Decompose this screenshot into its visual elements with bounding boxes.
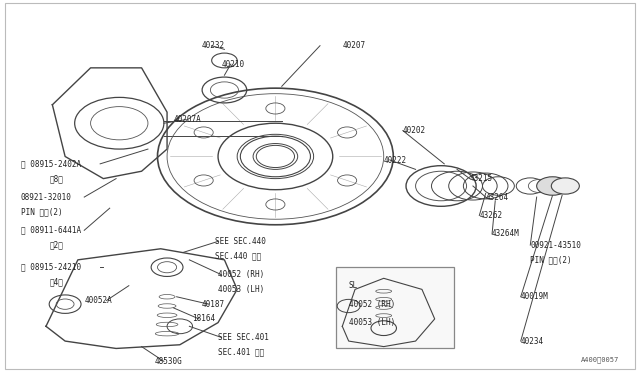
Text: 43264M: 43264M (492, 230, 520, 238)
Text: 40187: 40187 (202, 300, 225, 309)
Text: 43215: 43215 (470, 174, 493, 183)
Text: 40052 (RH): 40052 (RH) (349, 300, 395, 309)
Text: 40234: 40234 (521, 337, 544, 346)
Text: PIN ピン(2): PIN ピン(2) (531, 255, 572, 264)
Text: 40052 (RH): 40052 (RH) (218, 270, 264, 279)
Text: SEE SEC.401: SEE SEC.401 (218, 333, 269, 342)
Text: SEE SEC.440: SEE SEC.440 (215, 237, 266, 246)
Text: Ⓥ 08915-24210: Ⓥ 08915-24210 (20, 263, 81, 272)
Text: 18164: 18164 (193, 314, 216, 323)
Text: 40019M: 40019M (521, 292, 548, 301)
Circle shape (537, 177, 568, 195)
Text: （8）: （8） (49, 174, 63, 183)
Text: 00921-43510: 00921-43510 (531, 241, 581, 250)
Text: 43262: 43262 (479, 211, 502, 220)
Text: ⎘ 08911-6441A: ⎘ 08911-6441A (20, 226, 81, 235)
Text: （4）: （4） (49, 278, 63, 286)
Text: （2）: （2） (49, 241, 63, 250)
Text: 40053 (LH): 40053 (LH) (349, 318, 395, 327)
Text: 40207: 40207 (342, 41, 365, 50)
Text: 40232: 40232 (202, 41, 225, 50)
Text: 40202: 40202 (403, 126, 426, 135)
Text: 40052A: 40052A (84, 296, 112, 305)
Text: 40207A: 40207A (173, 115, 201, 124)
Text: 40053 (LH): 40053 (LH) (218, 285, 264, 294)
Text: PIN ピン(2): PIN ピン(2) (20, 207, 62, 217)
Text: 43264: 43264 (486, 193, 509, 202)
Text: A400〰0057: A400〰0057 (581, 357, 620, 363)
FancyBboxPatch shape (336, 267, 454, 349)
Text: 08921-32010: 08921-32010 (20, 193, 72, 202)
Circle shape (551, 178, 579, 194)
Text: 40210: 40210 (221, 60, 244, 69)
Text: SL: SL (349, 281, 358, 290)
Text: ⎘ 08915-2402A: ⎘ 08915-2402A (20, 159, 81, 169)
Text: SEC.401 参照: SEC.401 参照 (218, 348, 264, 357)
Text: 48530G: 48530G (154, 357, 182, 366)
Text: SEC.440 参照: SEC.440 参照 (215, 251, 261, 261)
Text: 40222: 40222 (384, 155, 407, 165)
